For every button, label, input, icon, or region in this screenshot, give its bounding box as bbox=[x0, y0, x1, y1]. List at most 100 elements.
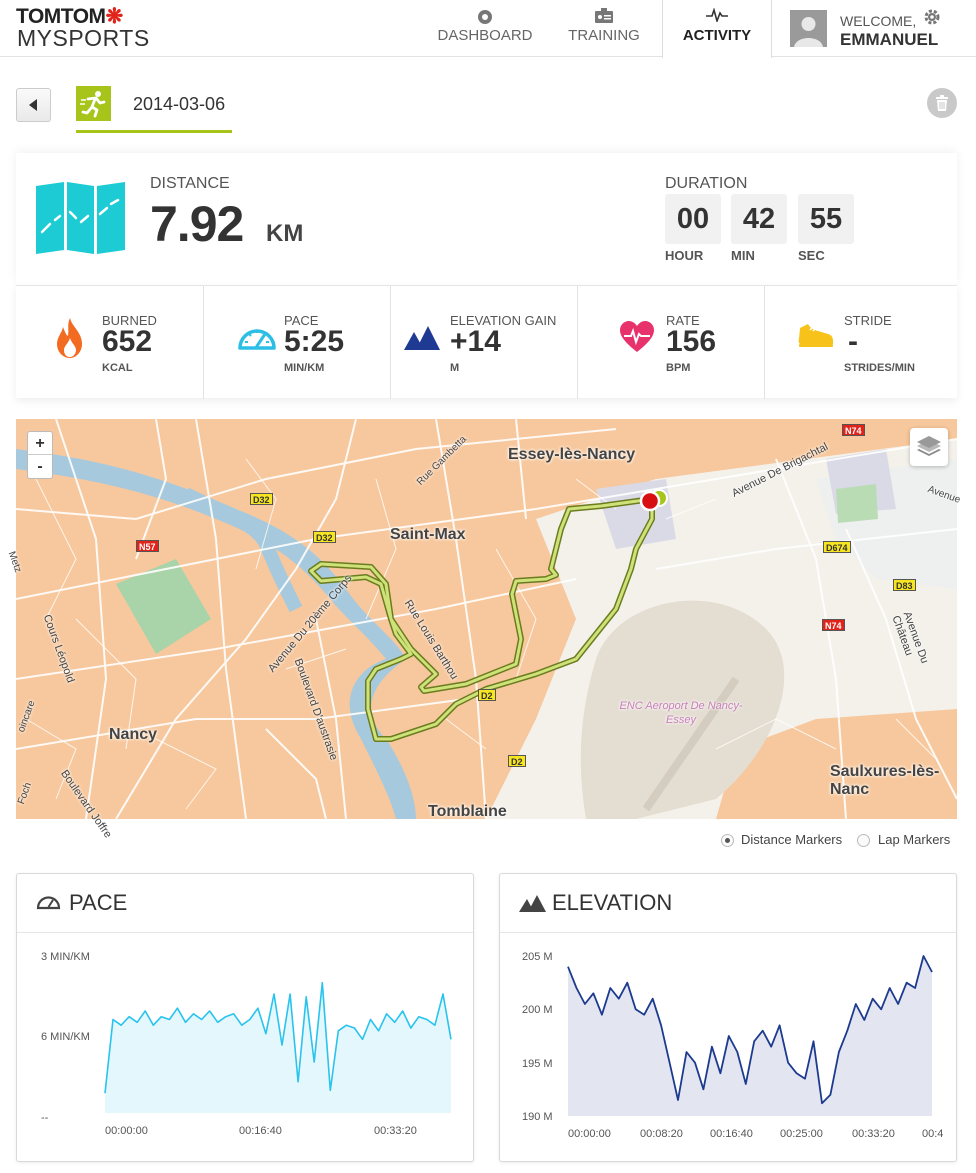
nav-training[interactable]: TRAINING bbox=[546, 0, 662, 57]
pace-unit: MIN/KM bbox=[284, 362, 325, 374]
road-badge: D674 bbox=[823, 541, 851, 553]
distance-value: 7.92 bbox=[150, 196, 244, 252]
activity-date: 2014-03-06 bbox=[133, 94, 226, 114]
nav-activity[interactable]: ACTIVITY bbox=[662, 0, 772, 58]
chart-area bbox=[568, 956, 932, 1116]
elevation-chart-title: ELEVATION bbox=[552, 890, 673, 915]
stride-value: - bbox=[848, 325, 858, 358]
x-tick-label: 00:00:00 bbox=[105, 1125, 148, 1137]
x-tick-label: 00:08:20 bbox=[640, 1128, 683, 1140]
end-marker[interactable] bbox=[639, 490, 661, 512]
map-place-label: Saulxures-lès-Nanc bbox=[830, 763, 940, 798]
date-underline bbox=[76, 130, 232, 133]
speedometer-icon bbox=[238, 329, 276, 350]
y-tick-label: 3 MIN/KM bbox=[41, 951, 90, 963]
logo-top-text: TOMTOM bbox=[16, 5, 106, 28]
tomtom-logo[interactable]: TOMTOM❋ bbox=[16, 4, 123, 29]
flame-icon bbox=[57, 318, 82, 358]
nav-dashboard[interactable]: DASHBOARD bbox=[424, 0, 546, 57]
zoom-in-button[interactable]: + bbox=[28, 432, 52, 455]
pace-chart-title: PACE bbox=[69, 890, 128, 915]
logo-hands-icon: ❋ bbox=[105, 5, 124, 28]
x-tick-label: 00:16:40 bbox=[710, 1128, 753, 1140]
road-badge: D83 bbox=[893, 579, 916, 591]
duration-seconds: 55 bbox=[798, 194, 854, 244]
distance-unit: KM bbox=[266, 220, 304, 247]
road-badge: N74 bbox=[842, 424, 865, 436]
elevation-gain-label: ELEVATION GAIN bbox=[450, 313, 557, 328]
y-tick-label: 205 M bbox=[522, 951, 553, 963]
elevation-gain-unit: M bbox=[450, 362, 460, 374]
burned-unit: KCAL bbox=[102, 362, 133, 374]
mountain-icon bbox=[519, 895, 546, 912]
distance-markers-label[interactable]: Distance Markers bbox=[741, 832, 843, 847]
pace-value: 5:25 bbox=[284, 325, 345, 358]
chart-area bbox=[105, 982, 451, 1113]
delete-button[interactable] bbox=[927, 88, 957, 118]
map-zoom-control: + - bbox=[27, 431, 53, 479]
road-badge: N74 bbox=[822, 619, 845, 631]
stride-label: STRIDE bbox=[844, 313, 892, 328]
nav-training-label: TRAINING bbox=[568, 27, 640, 44]
layers-icon bbox=[917, 436, 941, 456]
hour-label: HOUR bbox=[665, 248, 704, 263]
map-place-label: Tomblaine bbox=[428, 803, 507, 820]
zoom-out-button[interactable]: - bbox=[37, 458, 43, 475]
duration-hours: 00 bbox=[665, 194, 721, 244]
road-badge: D2 bbox=[478, 689, 496, 701]
road-badge: D2 bbox=[508, 755, 526, 767]
pace-label: PACE bbox=[284, 313, 319, 328]
folded-map-icon bbox=[36, 182, 125, 254]
back-button[interactable] bbox=[16, 88, 51, 122]
y-tick-label: 190 M bbox=[522, 1111, 553, 1123]
map-place-label: Saint-Max bbox=[390, 526, 466, 543]
y-tick-label: -- bbox=[41, 1112, 49, 1124]
x-tick-label: 00:16:40 bbox=[239, 1125, 282, 1137]
welcome-text: WELCOME, bbox=[840, 13, 917, 29]
map-layers-button[interactable] bbox=[910, 428, 948, 466]
chart-divider bbox=[500, 932, 956, 933]
trash-icon bbox=[936, 95, 948, 111]
duration-minutes: 42 bbox=[731, 194, 787, 244]
duration-label: DURATION bbox=[665, 175, 748, 192]
y-tick-label: 6 MIN/KM bbox=[41, 1031, 90, 1043]
elevation-chart[interactable]: 205 M 200 M 195 M 190 M 00:00:00 00:08:20 00:1… bbox=[500, 933, 956, 1161]
runner-icon bbox=[80, 91, 106, 118]
x-tick-label: 00:33:20 bbox=[374, 1125, 417, 1137]
route-map[interactable] bbox=[16, 419, 957, 819]
triangle-left-icon bbox=[29, 99, 37, 111]
activity-icon bbox=[706, 8, 728, 22]
stat-divider bbox=[764, 286, 765, 399]
top-header: TOMTOM❋ MYSPORTS DASHBOARD TRAINING ACTI… bbox=[0, 0, 976, 58]
running-activity-icon bbox=[76, 86, 111, 121]
elevation-gain-value: +14 bbox=[450, 325, 501, 358]
airport-label: ENC Aeroport De Nancy-Essey bbox=[619, 700, 743, 726]
gear-icon[interactable] bbox=[923, 8, 941, 26]
distance-markers-radio[interactable] bbox=[721, 834, 734, 847]
sec-label: SEC bbox=[798, 248, 825, 263]
stat-divider bbox=[390, 286, 391, 399]
min-label: MIN bbox=[731, 248, 755, 263]
chart-line bbox=[104, 981, 452, 1094]
lap-markers-label[interactable]: Lap Markers bbox=[878, 832, 951, 847]
map-canvas[interactable] bbox=[16, 419, 957, 819]
y-tick-label: 195 M bbox=[522, 1058, 553, 1070]
pace-chart-panel: PACE 3 MIN/KM 6 MIN/KM -- 00:00:00 00:16:40 0… bbox=[16, 873, 474, 1162]
road-badge: D32 bbox=[250, 493, 273, 505]
lap-markers-radio[interactable] bbox=[857, 834, 870, 847]
stat-divider bbox=[577, 286, 578, 399]
pace-chart[interactable]: 3 MIN/KM 6 MIN/KM -- 00:00:00 00:16:40 00:33:… bbox=[17, 933, 473, 1161]
rate-label: RATE bbox=[666, 313, 700, 328]
avatar bbox=[790, 10, 827, 47]
chart-divider bbox=[17, 932, 473, 933]
x-tick-label: 00:25:00 bbox=[780, 1128, 823, 1140]
x-tick-label: 00:4 bbox=[922, 1128, 943, 1140]
heart-icon bbox=[620, 321, 654, 352]
stat-divider bbox=[203, 286, 204, 399]
chart-line bbox=[567, 955, 933, 1105]
map-place-label: Essey-lès-Nancy bbox=[508, 446, 636, 463]
mysports-logo[interactable]: MYSPORTS bbox=[17, 25, 150, 51]
elevation-chart-panel: ELEVATION 205 M 200 M 195 M 190 M 00:00:00 00… bbox=[499, 873, 957, 1162]
rate-value: 156 bbox=[666, 325, 717, 358]
username[interactable]: EMMANUEL bbox=[840, 30, 939, 49]
